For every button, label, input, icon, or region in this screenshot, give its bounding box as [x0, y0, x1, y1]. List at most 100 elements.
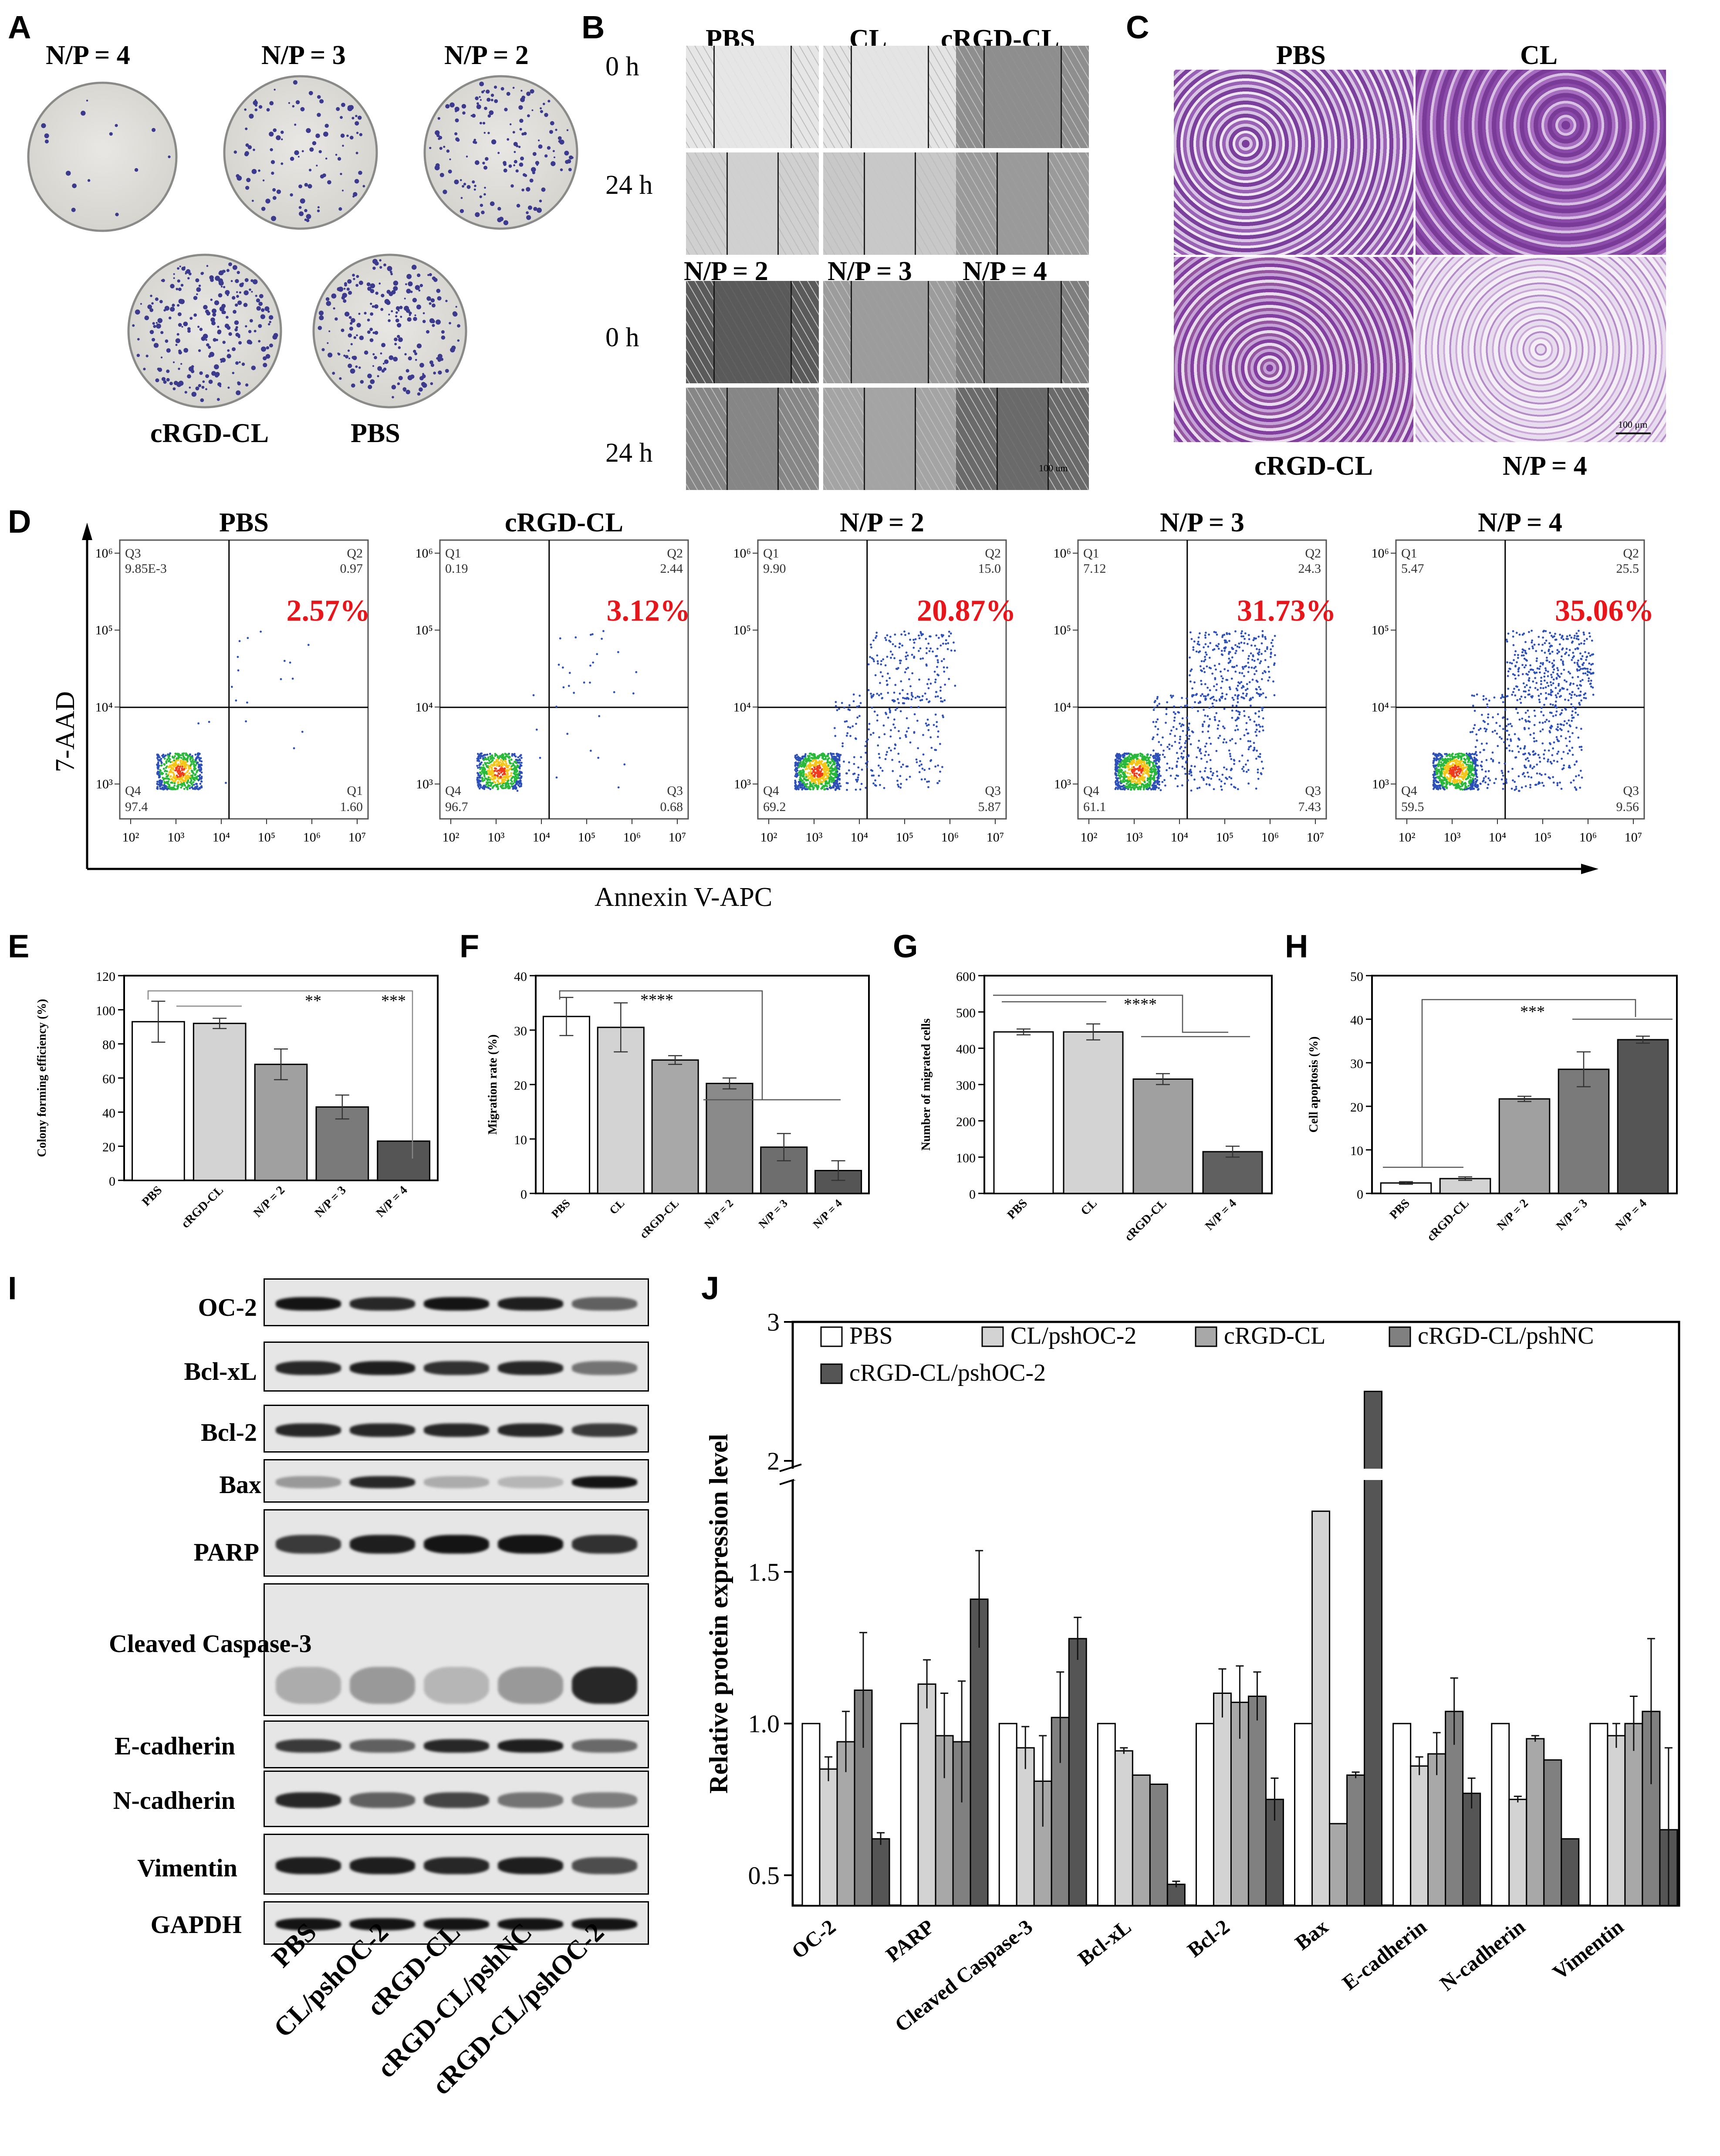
colony-dot	[269, 343, 273, 348]
flow-event	[1114, 768, 1117, 770]
flow-event	[1123, 753, 1125, 755]
flow-event	[1223, 708, 1226, 710]
flow-event	[832, 785, 835, 787]
flow-event	[876, 654, 879, 657]
colony-dot	[450, 347, 455, 353]
colony-dot	[348, 363, 352, 368]
colony-dot	[347, 106, 353, 112]
flow-event	[200, 781, 203, 783]
flow-event	[1117, 781, 1120, 784]
flow-event	[1231, 710, 1233, 712]
flow-event	[1157, 781, 1159, 783]
flow-event	[1152, 755, 1155, 757]
flow-event	[1262, 729, 1264, 732]
flow-event	[502, 769, 504, 772]
flow-event	[880, 663, 882, 666]
flow-event	[1247, 769, 1250, 771]
flow-event	[597, 757, 600, 759]
x-tick-label: 10⁵	[258, 830, 275, 845]
flow-event	[852, 693, 855, 696]
flow-event	[804, 788, 807, 791]
colony-dot	[344, 311, 350, 317]
quad-br-value: 7.43	[1298, 800, 1321, 814]
flow-event	[794, 779, 797, 782]
flow-event	[1121, 769, 1123, 772]
flow-event	[1138, 773, 1141, 776]
flow-event	[1132, 787, 1135, 789]
colony-dot	[360, 380, 364, 384]
quad-bl-name: Q4	[445, 784, 461, 798]
flow-event	[511, 754, 514, 757]
colony-dot	[249, 288, 251, 291]
flow-event	[894, 633, 896, 636]
flow-event	[1215, 668, 1217, 671]
flow-event	[893, 718, 895, 721]
flow-event	[927, 786, 929, 788]
colony-dot	[244, 108, 247, 111]
colony-dot	[233, 150, 237, 154]
flow-event	[1257, 723, 1260, 726]
colony-dot	[419, 387, 423, 392]
colony-dot	[160, 356, 163, 358]
flow-event	[187, 770, 189, 772]
flow-event	[1215, 712, 1218, 714]
flow-event	[803, 777, 805, 780]
flow-event	[1173, 711, 1175, 713]
flow-event	[1545, 719, 1548, 721]
flow-event	[1114, 760, 1117, 762]
flow-event	[877, 662, 879, 665]
flow-event	[1169, 733, 1172, 735]
flow-event	[838, 782, 841, 785]
flow-event	[483, 768, 485, 771]
colony-dot	[163, 309, 166, 312]
flow-event	[1156, 762, 1158, 765]
colony-dot	[176, 287, 179, 291]
flow-event	[800, 763, 803, 765]
flow-event	[1533, 737, 1535, 740]
flow-event	[490, 754, 493, 757]
flow-event	[802, 770, 805, 773]
colony-dot	[394, 337, 398, 341]
flow-event	[1155, 721, 1158, 723]
flow-event	[1204, 745, 1206, 748]
colony-dot	[217, 382, 222, 386]
flow-event	[562, 686, 565, 689]
colony-dot	[507, 138, 510, 141]
flow-event	[632, 692, 635, 695]
flow-event	[1247, 732, 1250, 735]
colony-dot	[479, 81, 484, 87]
panel-label-c: C	[1126, 9, 1149, 45]
flow-event	[812, 769, 815, 772]
colony-dot	[228, 262, 232, 267]
x-tick-label: 10³	[806, 830, 823, 845]
flow-event	[237, 656, 239, 658]
colony-dot	[198, 284, 201, 287]
y-tick-label: 10⁶	[416, 546, 433, 561]
flow-event	[1119, 754, 1122, 757]
scratch-gap	[850, 281, 929, 383]
flow-event	[1155, 786, 1158, 789]
flow-event	[307, 644, 310, 646]
flow-event	[1199, 700, 1201, 703]
flow-event	[1261, 707, 1264, 709]
flow-event	[812, 779, 814, 782]
flow-event	[1519, 747, 1522, 750]
colony-dot	[476, 104, 481, 109]
flow-event	[1117, 787, 1119, 789]
flow-event	[1121, 788, 1124, 791]
quad-tr-name: Q2	[985, 546, 1001, 561]
colony-dot	[65, 170, 71, 176]
x-tick-label: 10⁷	[987, 830, 1004, 845]
flow-event	[797, 788, 800, 791]
flow-event	[871, 706, 873, 709]
colony-dot	[379, 266, 382, 269]
colony-dot	[355, 152, 358, 155]
flow-event	[857, 778, 859, 781]
flow-event	[189, 777, 192, 780]
flow-event	[818, 767, 821, 769]
flow-event	[507, 764, 510, 767]
colony-dot	[280, 162, 284, 165]
colony-dot	[539, 199, 542, 203]
flow-event	[1534, 715, 1536, 717]
